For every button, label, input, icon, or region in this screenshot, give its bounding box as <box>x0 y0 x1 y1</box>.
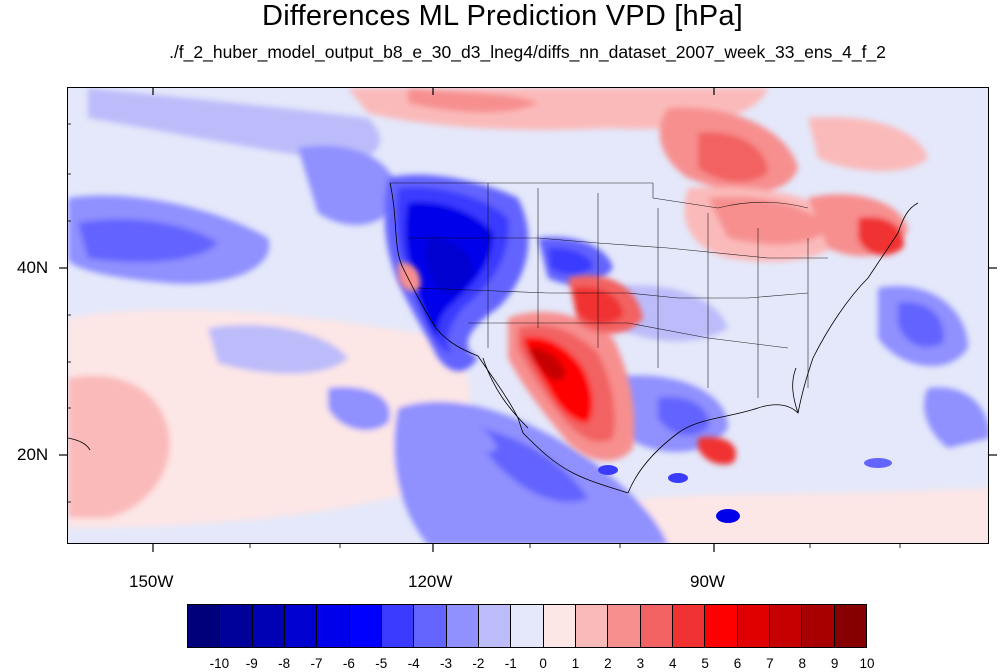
colorbar-cell <box>834 605 866 647</box>
lon-label-120w: 120W <box>408 572 453 591</box>
colorbar-tick-label: 9 <box>830 656 839 671</box>
colorbar-tick-label: 10 <box>859 656 875 671</box>
field-anomalies <box>68 88 988 543</box>
map-field-svg <box>68 88 988 543</box>
southern-blue-spots <box>598 458 892 523</box>
colorbar-tick-label: 5 <box>701 656 709 671</box>
colorbar-cell <box>737 605 770 647</box>
colorbar-tick-label: -3 <box>440 656 453 671</box>
western-us-blue <box>384 174 613 454</box>
map-subtitle: ./f_2_huber_model_output_b8_e_30_d3_lneg… <box>169 42 886 62</box>
lat-label-20n: 20N <box>17 445 49 464</box>
lon-label-90w: 90W <box>690 572 725 591</box>
colorbar-cell <box>414 605 447 647</box>
colorbar-tick-label: 0 <box>539 656 547 671</box>
colorbar-tick-label: -4 <box>407 656 420 671</box>
colorbar-cell <box>802 605 835 647</box>
vpd-difference-map <box>67 87 989 544</box>
colorbar-tick-label: 6 <box>733 656 742 671</box>
colorbar-tick-label: -9 <box>245 656 258 671</box>
colorbar-tick-label: -7 <box>310 656 323 671</box>
colorbar-cell <box>446 605 479 647</box>
coastlines <box>68 182 919 494</box>
southwest-red <box>398 262 737 465</box>
colorbar-cell <box>478 605 512 647</box>
colorbar <box>187 604 867 648</box>
colorbar-cell <box>284 605 318 647</box>
colorbar-tick-label: 3 <box>636 656 645 671</box>
colorbar-cell <box>769 605 803 647</box>
colorbar-cell <box>188 605 221 647</box>
colorbar-tick-label: -10 <box>209 656 230 671</box>
state-borders <box>390 182 828 398</box>
colorbar-tick-label: -8 <box>278 656 291 671</box>
colorbar-cell <box>252 605 285 647</box>
colorbar-cell <box>575 605 609 647</box>
colorbar-cell <box>317 605 350 647</box>
colorbar-tick-label: 1 <box>571 656 580 671</box>
colorbar-cell <box>705 605 738 647</box>
colorbar-cell <box>543 605 576 647</box>
colorbar-tick-label: -2 <box>472 656 485 671</box>
colorbar-cell <box>349 605 382 647</box>
colorbar-tick-label: -6 <box>342 656 355 671</box>
map-title: Differences ML Prediction VPD [hPa] <box>262 0 743 32</box>
colorbar-tick-label: -5 <box>375 656 388 671</box>
colorbar-cell <box>511 605 544 647</box>
colorbar-cell <box>220 605 253 647</box>
lat-label-40n: 40N <box>17 258 49 277</box>
colorbar-tick-label: -1 <box>504 656 517 671</box>
colorbar-tick-label: 2 <box>604 656 612 671</box>
lon-label-150w: 150W <box>129 572 174 591</box>
colorbar-cell <box>608 605 641 647</box>
colorbar-tick-label: 4 <box>668 656 677 671</box>
colorbar-cell <box>640 605 673 647</box>
colorbar-cell <box>672 605 706 647</box>
colorbar-tick-label: 8 <box>798 656 806 671</box>
colorbar-tick-label: 7 <box>766 656 774 671</box>
colorbar-cell <box>381 605 415 647</box>
